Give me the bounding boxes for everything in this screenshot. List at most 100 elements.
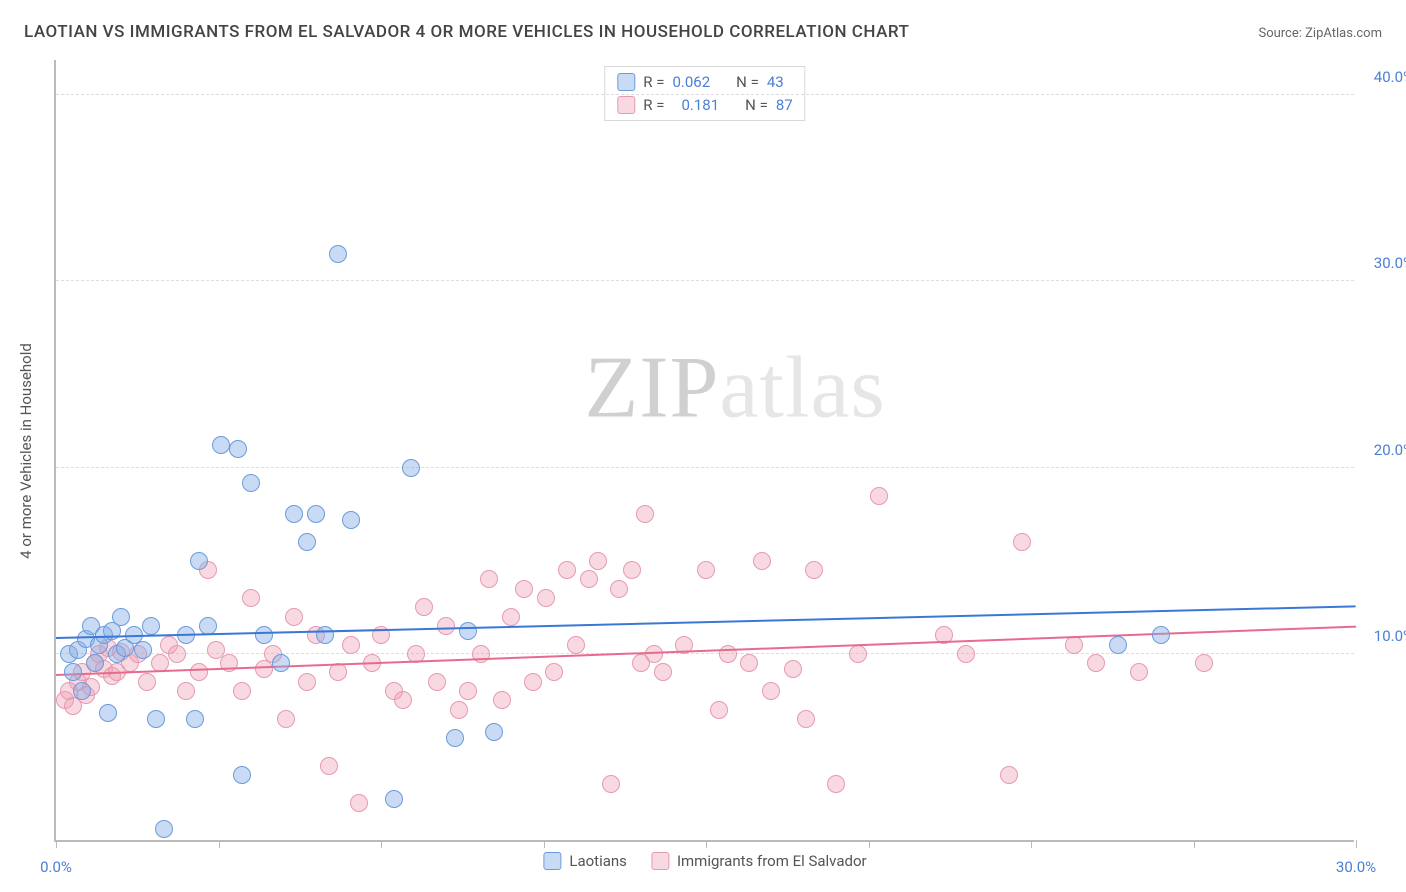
data-point-el-salvador — [805, 561, 823, 579]
plot-region: ZIPatlas R = 0.062 N = 43 R = 0.181 N = … — [54, 60, 1354, 842]
data-point-el-salvador — [437, 617, 455, 635]
y-tick-label: 40.0% — [1374, 68, 1406, 86]
data-point-el-salvador — [1130, 663, 1148, 681]
data-point-el-salvador — [415, 598, 433, 616]
data-point-el-salvador — [233, 682, 251, 700]
data-point-el-salvador — [138, 673, 156, 691]
data-point-laotians — [402, 459, 420, 477]
x-tick — [869, 840, 870, 848]
y-tick-label: 30.0% — [1374, 254, 1406, 272]
legend-item-laotians: Laotians — [543, 852, 627, 870]
data-point-el-salvador — [177, 682, 195, 700]
gridline — [56, 467, 1354, 468]
legend-row-el-salvador: R = 0.181 N = 87 — [617, 94, 792, 117]
data-point-el-salvador — [719, 645, 737, 663]
data-point-el-salvador — [168, 645, 186, 663]
data-point-laotians — [459, 622, 477, 640]
data-point-el-salvador — [1013, 533, 1031, 551]
data-point-el-salvador — [697, 561, 715, 579]
data-point-el-salvador — [636, 505, 654, 523]
data-point-laotians — [142, 617, 160, 635]
legend-item-el-salvador: Immigrants from El Salvador — [651, 852, 867, 870]
data-point-laotians — [112, 608, 130, 626]
legend-series: Laotians Immigrants from El Salvador — [543, 852, 866, 870]
data-point-el-salvador — [298, 673, 316, 691]
gridline — [56, 653, 1354, 654]
x-tick — [381, 840, 382, 848]
x-tick — [1356, 840, 1357, 848]
data-point-laotians — [134, 641, 152, 659]
data-point-laotians — [385, 790, 403, 808]
data-point-laotians — [229, 440, 247, 458]
data-point-laotians — [233, 766, 251, 784]
chart-area: ZIPatlas R = 0.062 N = 43 R = 0.181 N = … — [54, 60, 1354, 842]
data-point-laotians — [285, 505, 303, 523]
swatch-icon — [543, 852, 561, 870]
data-point-el-salvador — [740, 654, 758, 672]
data-point-laotians — [329, 245, 347, 263]
legend-row-laotians: R = 0.062 N = 43 — [617, 71, 792, 94]
data-point-el-salvador — [602, 775, 620, 793]
data-point-el-salvador — [190, 663, 208, 681]
swatch-icon — [651, 852, 669, 870]
x-tick — [706, 840, 707, 848]
swatch-icon — [617, 73, 635, 91]
data-point-laotians — [307, 505, 325, 523]
watermark: ZIPatlas — [584, 337, 885, 438]
data-point-el-salvador — [1087, 654, 1105, 672]
data-point-el-salvador — [320, 757, 338, 775]
data-point-el-salvador — [350, 794, 368, 812]
data-point-el-salvador — [654, 663, 672, 681]
data-point-laotians — [255, 626, 273, 644]
data-point-el-salvador — [394, 691, 412, 709]
data-point-laotians — [186, 710, 204, 728]
data-point-el-salvador — [827, 775, 845, 793]
data-point-el-salvador — [428, 673, 446, 691]
data-point-laotians — [342, 511, 360, 529]
data-point-el-salvador — [502, 608, 520, 626]
x-tick — [1031, 840, 1032, 848]
data-point-el-salvador — [515, 580, 533, 598]
data-point-el-salvador — [329, 663, 347, 681]
data-point-el-salvador — [277, 710, 295, 728]
data-point-el-salvador — [545, 663, 563, 681]
x-tick — [544, 840, 545, 848]
data-point-laotians — [242, 474, 260, 492]
data-point-el-salvador — [623, 561, 641, 579]
data-point-laotians — [73, 682, 91, 700]
data-point-laotians — [485, 723, 503, 741]
data-point-el-salvador — [524, 673, 542, 691]
x-tick-label: 0.0% — [40, 858, 72, 876]
source-attribution: Source: ZipAtlas.com — [1258, 26, 1382, 41]
data-point-el-salvador — [480, 570, 498, 588]
data-point-laotians — [147, 710, 165, 728]
data-point-el-salvador — [610, 580, 628, 598]
data-point-el-salvador — [459, 682, 477, 700]
data-point-el-salvador — [1000, 766, 1018, 784]
y-tick-label: 20.0% — [1374, 441, 1406, 459]
data-point-el-salvador — [558, 561, 576, 579]
data-point-laotians — [155, 820, 173, 838]
x-tick — [219, 840, 220, 848]
data-point-laotians — [316, 626, 334, 644]
data-point-laotians — [212, 436, 230, 454]
x-tick-label: 30.0% — [1336, 858, 1376, 876]
data-point-el-salvador — [710, 701, 728, 719]
data-point-laotians — [99, 704, 117, 722]
data-point-el-salvador — [493, 691, 511, 709]
swatch-icon — [617, 96, 635, 114]
data-point-el-salvador — [567, 636, 585, 654]
data-point-el-salvador — [784, 660, 802, 678]
data-point-laotians — [64, 663, 82, 681]
gridline — [56, 280, 1354, 281]
data-point-el-salvador — [797, 710, 815, 728]
x-tick — [1194, 840, 1195, 848]
data-point-el-salvador — [242, 589, 260, 607]
data-point-el-salvador — [957, 645, 975, 663]
data-point-el-salvador — [1195, 654, 1213, 672]
data-point-el-salvador — [450, 701, 468, 719]
data-point-el-salvador — [762, 682, 780, 700]
data-point-laotians — [190, 552, 208, 570]
data-point-el-salvador — [537, 589, 555, 607]
data-point-el-salvador — [580, 570, 598, 588]
